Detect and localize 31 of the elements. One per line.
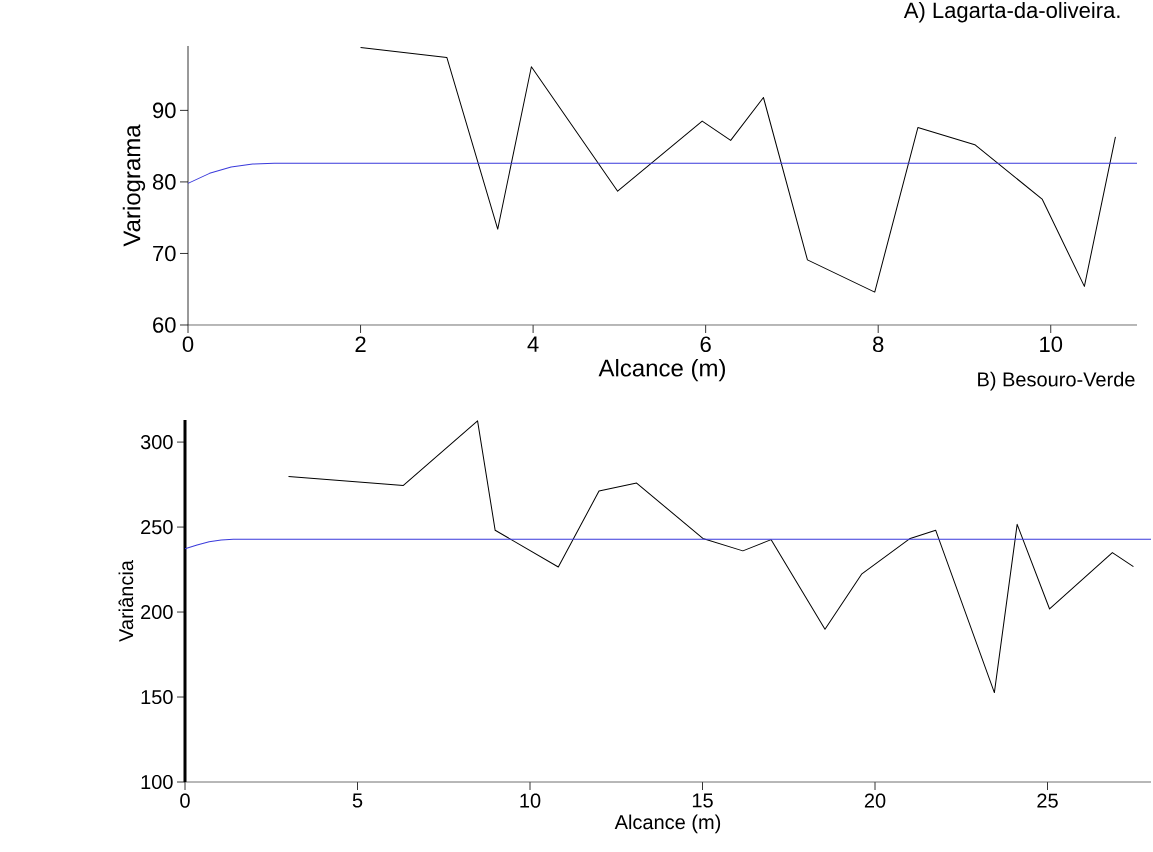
y-tick-label: 70 [153, 245, 176, 262]
x-tick-label: 10 [520, 793, 541, 808]
x-tick-label: 10 [1040, 336, 1063, 353]
y-tick-label: 100 [141, 774, 173, 790]
line-series [288, 420, 1134, 694]
x-tick-label: 5 [352, 793, 363, 808]
y-tick-label: 200 [141, 604, 173, 620]
x-tick-label: 20 [864, 793, 886, 808]
x-axis-title: Alcance (m) [614, 814, 721, 834]
x-tick-label: 15 [692, 793, 713, 808]
y-tick-label: 150 [141, 689, 173, 705]
y-tick-label: 90 [153, 102, 176, 119]
x-tick-label: 0 [182, 336, 194, 353]
y-tick-label: 300 [140, 435, 173, 450]
x-tick-label: 2 [355, 336, 366, 352]
x-tick-label: 0 [180, 793, 190, 808]
x-tick-label: 8 [873, 336, 884, 353]
chart-title: A) Lagarta-da-oliveira. [903, 1, 1120, 23]
y-tick-label: 80 [152, 174, 176, 190]
y-tick-label: 60 [153, 317, 176, 333]
line-series [187, 162, 1138, 184]
y-tick-label: 250 [141, 520, 173, 535]
x-tick-label: 6 [700, 336, 711, 353]
chart-title: B) Besouro-Verde [978, 371, 1135, 391]
x-tick-label: 4 [527, 336, 539, 352]
y-axis-title: Variância [118, 560, 134, 642]
x-tick-label: 25 [1037, 793, 1058, 808]
x-axis-title: Alcance (m) [598, 358, 725, 382]
y-axis-title: Variograma [122, 124, 146, 247]
line-series [184, 538, 1152, 550]
line-series [360, 46, 1116, 293]
